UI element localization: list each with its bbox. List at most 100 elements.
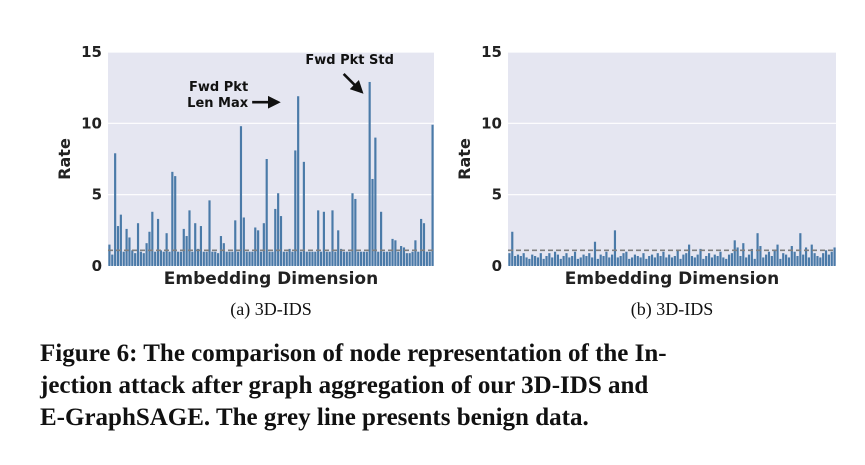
- bar: [816, 256, 819, 266]
- annotation-text: Fwd Pkt Std: [305, 53, 394, 68]
- y-tick-label: 15: [481, 43, 502, 61]
- chart-panel-a: 0 5 10 15 Rate Embedding Dimension (a) 3D-IDS F…: [55, 43, 434, 320]
- bar: [528, 258, 531, 266]
- bar: [371, 178, 374, 266]
- bar: [148, 231, 151, 266]
- plot-background: [108, 52, 434, 266]
- bar: [765, 254, 768, 266]
- bar: [645, 258, 648, 266]
- bar: [611, 254, 614, 266]
- bar: [745, 257, 748, 266]
- bar: [733, 240, 736, 266]
- bar: [348, 251, 351, 266]
- bar: [742, 243, 745, 266]
- bar: [807, 257, 810, 266]
- bar: [428, 251, 431, 266]
- bar: [131, 250, 134, 266]
- bar: [648, 256, 651, 266]
- bar: [385, 251, 388, 266]
- bar: [753, 258, 756, 266]
- bar: [679, 258, 682, 266]
- bar: [767, 251, 771, 266]
- bar: [185, 236, 188, 266]
- bar: [139, 251, 142, 266]
- bar: [337, 230, 340, 266]
- bar: [114, 153, 117, 266]
- bar: [519, 256, 522, 266]
- bar: [702, 258, 705, 266]
- bar: [810, 244, 813, 266]
- y-tick-label: 0: [92, 257, 102, 275]
- bar: [713, 254, 716, 266]
- bar: [571, 256, 574, 266]
- bar: [770, 256, 773, 266]
- bar: [191, 251, 194, 266]
- bar: [125, 228, 128, 266]
- bar: [214, 251, 217, 266]
- bar: [408, 253, 411, 266]
- bar: [111, 254, 114, 266]
- bar: [271, 251, 274, 266]
- bar: [508, 253, 511, 266]
- bar: [762, 257, 765, 266]
- bar: [202, 251, 205, 266]
- bar: [176, 251, 180, 266]
- bar: [411, 251, 414, 266]
- bar: [582, 254, 585, 266]
- bar: [291, 251, 294, 266]
- annotation-text: Fwd Pkt Len Max: [187, 80, 249, 111]
- bar: [605, 251, 608, 266]
- bar: [414, 240, 417, 266]
- bar: [516, 254, 520, 266]
- bar: [785, 254, 788, 266]
- bar: [145, 243, 148, 266]
- bar: [668, 254, 671, 266]
- bar: [565, 253, 568, 266]
- bar: [682, 254, 685, 266]
- bar: [539, 253, 542, 266]
- bar: [211, 251, 214, 266]
- bar: [619, 256, 622, 266]
- x-axis-label: Embedding Dimension: [565, 269, 779, 289]
- bar: [833, 247, 836, 266]
- bar: [670, 257, 674, 266]
- bar: [665, 257, 668, 266]
- bar: [142, 253, 145, 266]
- bar: [707, 253, 711, 266]
- bar: [514, 256, 517, 266]
- bar: [239, 126, 243, 266]
- bar: [559, 258, 562, 266]
- bar: [779, 258, 782, 266]
- bar: [128, 237, 131, 266]
- bar: [719, 251, 722, 266]
- bar: [168, 251, 171, 266]
- bar: [659, 256, 662, 266]
- bar: [351, 193, 354, 266]
- bar: [228, 251, 231, 266]
- figure-caption: Figure 6: The comparison of node represe…: [40, 338, 845, 434]
- bar: [182, 228, 185, 266]
- bar: [314, 251, 317, 266]
- bar: [608, 257, 611, 266]
- bar: [196, 248, 200, 266]
- bar: [636, 256, 639, 266]
- bar: [545, 256, 548, 266]
- bar: [685, 253, 688, 266]
- bar: [136, 223, 140, 266]
- bar: [591, 257, 594, 266]
- bar: [642, 253, 645, 266]
- y-tick-label: 10: [81, 114, 102, 132]
- bar: [328, 251, 331, 266]
- bar: [522, 253, 525, 266]
- bar: [179, 251, 182, 266]
- bar: [394, 240, 397, 266]
- bar: [268, 251, 271, 266]
- bar: [354, 198, 357, 266]
- bar: [804, 247, 808, 266]
- bar: [108, 244, 111, 266]
- bar: [274, 208, 277, 266]
- bar: [420, 218, 423, 266]
- bar: [402, 247, 406, 266]
- bar: [122, 251, 125, 266]
- bar: [431, 124, 434, 266]
